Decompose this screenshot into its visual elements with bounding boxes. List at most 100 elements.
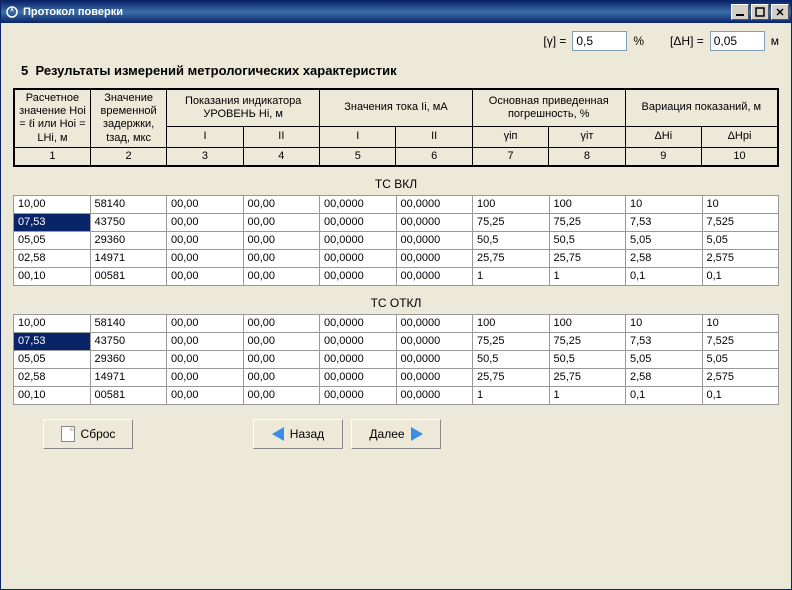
table-cell[interactable]: 00,0000 [320, 350, 397, 368]
table-cell[interactable]: 0,1 [626, 386, 703, 404]
table-cell[interactable]: 2,58 [626, 368, 703, 386]
table-cell[interactable]: 10 [702, 195, 779, 213]
table-cell[interactable]: 7,525 [702, 213, 779, 231]
table-cell[interactable]: 2,575 [702, 368, 779, 386]
table-cell[interactable]: 00,00 [167, 267, 244, 285]
table-row[interactable]: 00,100058100,0000,0000,000000,0000110,10… [14, 267, 779, 285]
table-cell[interactable]: 00,0000 [396, 386, 473, 404]
table-cell[interactable]: 00,00 [167, 314, 244, 332]
table-cell[interactable]: 7,53 [626, 332, 703, 350]
table-row[interactable]: 02,581497100,0000,0000,000000,000025,752… [14, 368, 779, 386]
data-table-1[interactable]: 10,005814000,0000,0000,000000,0000100100… [13, 195, 779, 286]
table-row[interactable]: 10,005814000,0000,0000,000000,0000100100… [14, 314, 779, 332]
table-row[interactable]: 07,534375000,0000,0000,000000,000075,257… [14, 332, 779, 350]
table-cell[interactable]: 14971 [90, 368, 167, 386]
table-cell[interactable]: 2,58 [626, 249, 703, 267]
table-cell[interactable]: 00,00 [243, 368, 320, 386]
table-cell[interactable]: 2,575 [702, 249, 779, 267]
table-row[interactable]: 00,100058100,0000,0000,000000,0000110,10… [14, 386, 779, 404]
table-cell[interactable]: 50,5 [549, 350, 626, 368]
table-cell[interactable]: 05,05 [14, 350, 91, 368]
table-cell[interactable]: 00,00 [167, 249, 244, 267]
table-cell[interactable]: 00,0000 [396, 195, 473, 213]
table-cell[interactable]: 00581 [90, 386, 167, 404]
table-cell[interactable]: 00,0000 [396, 368, 473, 386]
table-cell[interactable]: 00,10 [14, 267, 91, 285]
table-cell[interactable]: 0,1 [626, 267, 703, 285]
table-cell[interactable]: 25,75 [549, 249, 626, 267]
table-cell[interactable]: 00,00 [167, 231, 244, 249]
table-cell[interactable]: 10 [626, 314, 703, 332]
table-cell[interactable]: 5,05 [702, 350, 779, 368]
table-row[interactable]: 07,534375000,0000,0000,000000,000075,257… [14, 213, 779, 231]
reset-button[interactable]: Сброс [43, 419, 133, 449]
table-cell[interactable]: 00,00 [243, 267, 320, 285]
table-cell[interactable]: 1 [473, 267, 550, 285]
table-cell[interactable]: 00,0000 [396, 231, 473, 249]
table-cell[interactable]: 50,5 [473, 350, 550, 368]
table-row[interactable]: 02,581497100,0000,0000,000000,000025,752… [14, 249, 779, 267]
table-cell[interactable]: 00,0000 [396, 332, 473, 350]
table-cell[interactable]: 00,10 [14, 386, 91, 404]
table-cell[interactable]: 75,25 [549, 213, 626, 231]
table-cell[interactable]: 07,53 [14, 332, 91, 350]
table-cell[interactable]: 00,0000 [320, 249, 397, 267]
table-cell[interactable]: 5,05 [626, 350, 703, 368]
table-cell[interactable]: 58140 [90, 195, 167, 213]
table-cell[interactable]: 00,00 [167, 213, 244, 231]
data-table-2[interactable]: 10,005814000,0000,0000,000000,0000100100… [13, 314, 779, 405]
table-cell[interactable]: 00,00 [243, 314, 320, 332]
table-row[interactable]: 05,052936000,0000,0000,000000,000050,550… [14, 231, 779, 249]
table-row[interactable]: 05,052936000,0000,0000,000000,000050,550… [14, 350, 779, 368]
table-cell[interactable]: 00,00 [243, 195, 320, 213]
table-cell[interactable]: 25,75 [473, 368, 550, 386]
table-cell[interactable]: 75,25 [549, 332, 626, 350]
table-cell[interactable]: 100 [473, 314, 550, 332]
maximize-button[interactable] [751, 4, 769, 20]
table-cell[interactable]: 100 [549, 314, 626, 332]
table-cell[interactable]: 25,75 [549, 368, 626, 386]
table-cell[interactable]: 43750 [90, 332, 167, 350]
table-cell[interactable]: 0,1 [702, 386, 779, 404]
table-cell[interactable]: 29360 [90, 231, 167, 249]
table-cell[interactable]: 00,0000 [320, 332, 397, 350]
table-cell[interactable]: 14971 [90, 249, 167, 267]
table-cell[interactable]: 1 [473, 386, 550, 404]
table-cell[interactable]: 0,1 [702, 267, 779, 285]
table-cell[interactable]: 07,53 [14, 213, 91, 231]
table-cell[interactable]: 10 [702, 314, 779, 332]
table-cell[interactable]: 43750 [90, 213, 167, 231]
table-cell[interactable]: 75,25 [473, 332, 550, 350]
table-cell[interactable]: 1 [549, 386, 626, 404]
table-cell[interactable]: 25,75 [473, 249, 550, 267]
table-cell[interactable]: 00,0000 [320, 213, 397, 231]
table-cell[interactable]: 00,0000 [396, 350, 473, 368]
table-cell[interactable]: 00,0000 [320, 267, 397, 285]
table-cell[interactable]: 7,53 [626, 213, 703, 231]
table-cell[interactable]: 50,5 [473, 231, 550, 249]
table-cell[interactable]: 00,0000 [320, 386, 397, 404]
table-cell[interactable]: 00,00 [243, 231, 320, 249]
table-cell[interactable]: 00,00 [243, 386, 320, 404]
table-cell[interactable]: 100 [549, 195, 626, 213]
table-cell[interactable]: 1 [549, 267, 626, 285]
dh-input[interactable] [710, 31, 765, 51]
table-cell[interactable]: 00,0000 [396, 267, 473, 285]
table-cell[interactable]: 00,0000 [396, 213, 473, 231]
table-cell[interactable]: 50,5 [549, 231, 626, 249]
table-cell[interactable]: 10 [626, 195, 703, 213]
table-cell[interactable]: 100 [473, 195, 550, 213]
table-cell[interactable]: 10,00 [14, 314, 91, 332]
table-cell[interactable]: 00,00 [243, 350, 320, 368]
next-button[interactable]: Далее [351, 419, 441, 449]
table-cell[interactable]: 10,00 [14, 195, 91, 213]
table-cell[interactable]: 00581 [90, 267, 167, 285]
table-cell[interactable]: 00,0000 [396, 314, 473, 332]
table-cell[interactable]: 05,05 [14, 231, 91, 249]
table-cell[interactable]: 29360 [90, 350, 167, 368]
table-cell[interactable]: 00,00 [243, 332, 320, 350]
table-cell[interactable]: 00,0000 [320, 231, 397, 249]
table-cell[interactable]: 00,0000 [320, 195, 397, 213]
table-cell[interactable]: 02,58 [14, 368, 91, 386]
table-cell[interactable]: 7,525 [702, 332, 779, 350]
